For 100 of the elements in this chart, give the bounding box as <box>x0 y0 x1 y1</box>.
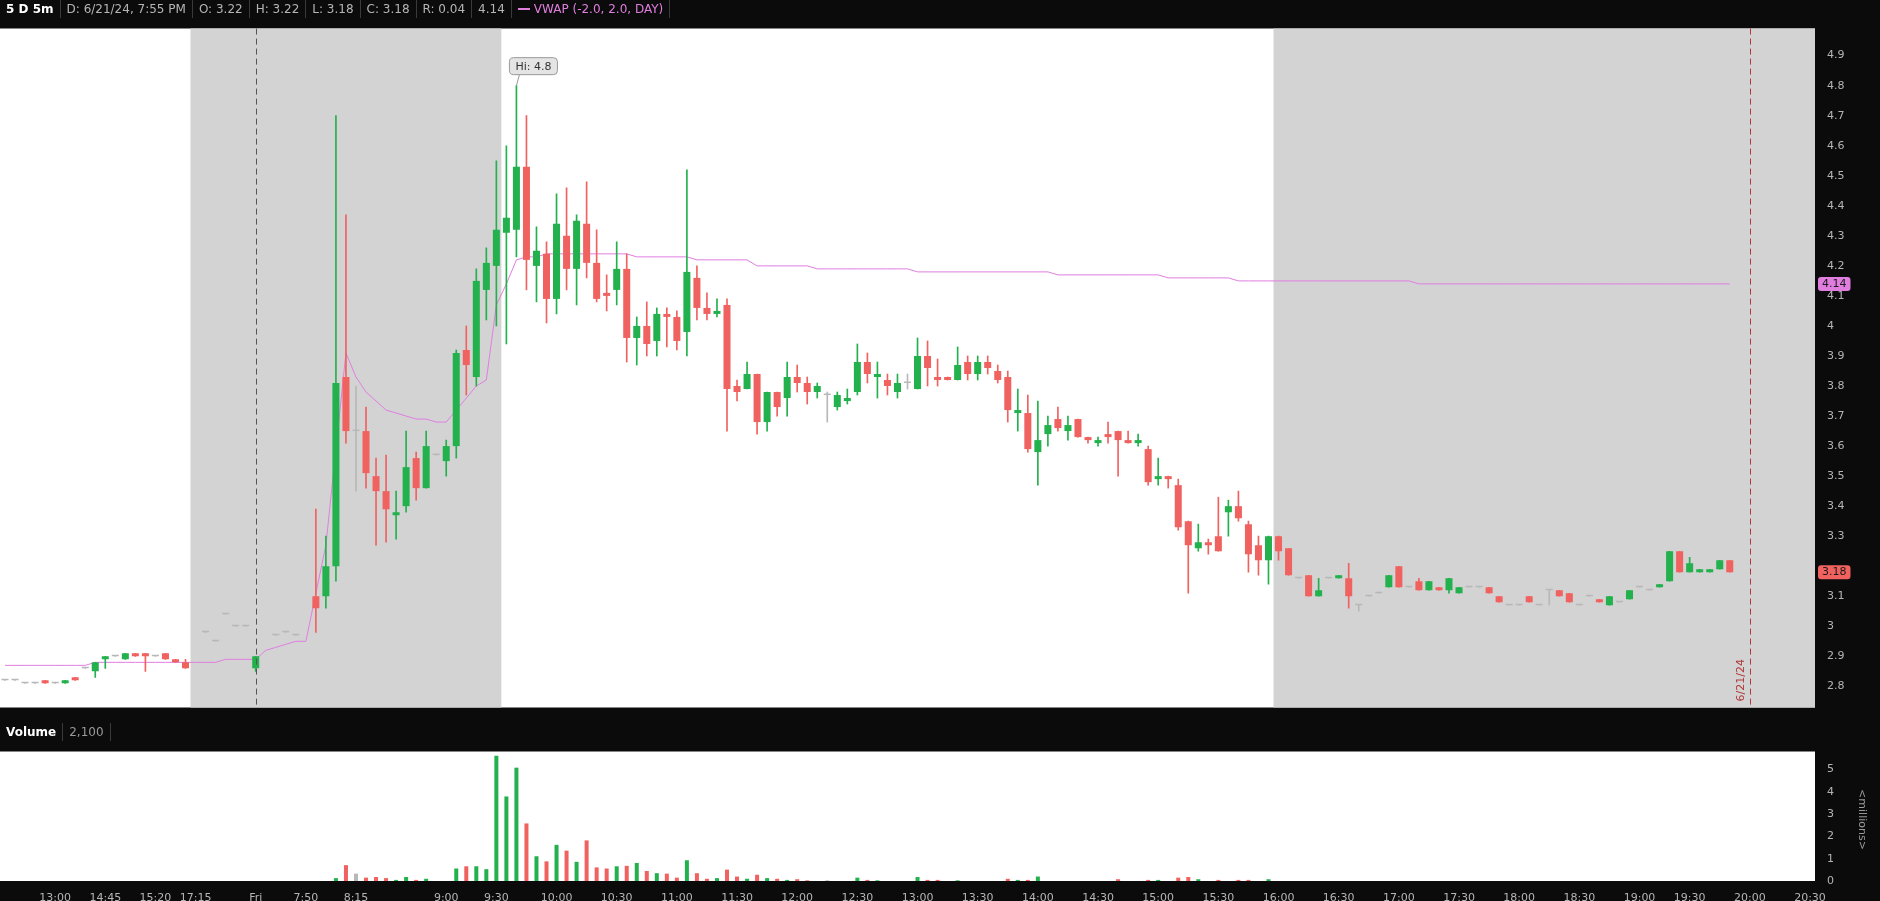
text: C: 3.18 <box>360 0 417 18</box>
candlestick <box>101 656 109 669</box>
x-tick-label: 13:00 <box>39 891 71 901</box>
bar <box>674 877 679 881</box>
y-tick-label: 2 <box>1827 829 1834 843</box>
candlestick <box>1114 430 1122 477</box>
text: O: 3.22 <box>192 0 250 18</box>
text: R: 0.04 <box>416 0 473 18</box>
x-tick-label: 12:30 <box>841 891 874 901</box>
bar <box>765 878 770 881</box>
bar <box>474 866 479 881</box>
candlestick <box>793 364 801 393</box>
x-tick-label: 7:50 <box>293 891 319 901</box>
bar <box>614 866 619 881</box>
text: L: 3.18 <box>306 0 361 18</box>
y-tick-label: 3.9 <box>1827 348 1845 362</box>
bar <box>574 861 579 881</box>
bar <box>524 823 529 881</box>
bar <box>755 874 760 881</box>
y-tick-label: 4.7 <box>1827 108 1845 122</box>
candlestick <box>392 490 400 540</box>
bar <box>404 876 409 881</box>
x-tick-label: 15:00 <box>1142 891 1175 901</box>
bar <box>1176 877 1181 881</box>
candlestick <box>372 457 380 546</box>
x-tick-label: 15:30 <box>1202 891 1235 901</box>
x-tick-label: 13:00 <box>901 891 934 901</box>
x-tick-label: 14:45 <box>89 891 122 901</box>
bar <box>544 861 549 881</box>
bar <box>364 877 369 881</box>
x-tick-label: 12:00 <box>781 891 814 901</box>
text: H: 3.22 <box>249 0 307 18</box>
bar <box>664 873 669 881</box>
y-tick-label: 3 <box>1827 806 1834 820</box>
y-axis-title: <millions> <box>1855 789 1869 850</box>
candlestick <box>703 292 711 321</box>
bar <box>454 868 459 881</box>
bar <box>684 860 689 881</box>
annotation: Hi: 4.8 <box>515 59 552 73</box>
candlestick <box>1204 538 1212 555</box>
x-tick-label: 16:00 <box>1262 891 1295 901</box>
y-tick-label: 2.8 <box>1827 679 1845 693</box>
candlestick <box>1154 457 1162 486</box>
x-tick-label: 18:30 <box>1563 891 1596 901</box>
y-tick-label: 0 <box>1827 873 1834 887</box>
bar <box>343 865 348 881</box>
y-tick-label: 4.1 <box>1827 288 1845 302</box>
candlestick <box>663 307 671 348</box>
x-tick-label: 10:00 <box>540 891 573 901</box>
x-tick-label: 20:30 <box>1794 891 1826 901</box>
bar <box>624 865 629 881</box>
x-tick-label: 20:00 <box>1733 891 1766 901</box>
bar <box>694 873 699 881</box>
y-tick-label: 4.5 <box>1827 168 1845 182</box>
candlestick <box>713 298 721 318</box>
y-tick-label: 3.1 <box>1827 589 1845 603</box>
chart-title: Volume <box>0 723 64 741</box>
candlestick <box>462 325 470 396</box>
chart-title: 5 D 5m <box>0 0 61 18</box>
bar <box>484 869 489 881</box>
y-tick-label: 3.4 <box>1827 499 1845 513</box>
bar <box>353 873 358 881</box>
x-tick-label: 11:30 <box>721 891 753 901</box>
candlestick <box>312 508 320 633</box>
y-tick-label: 3.7 <box>1827 408 1845 422</box>
y-tick-label: 4.3 <box>1827 228 1845 242</box>
bar <box>564 850 569 881</box>
annotation: 4.14 <box>1822 276 1847 290</box>
bar <box>374 876 379 881</box>
x-tick-label: 19:00 <box>1623 891 1656 901</box>
y-tick-label: 5 <box>1827 762 1834 776</box>
x-tick-label: 10:30 <box>600 891 633 901</box>
y-tick-label: 4 <box>1827 784 1834 798</box>
bar <box>855 877 860 881</box>
y-tick-label: 4.9 <box>1827 48 1845 62</box>
x-tick-label: 17:30 <box>1443 891 1475 901</box>
annotation: 3.18 <box>1822 565 1847 579</box>
y-tick-label: 4.2 <box>1827 258 1845 272</box>
y-tick-label: 4 <box>1827 318 1834 332</box>
bar <box>494 755 499 881</box>
candlestick <box>382 454 390 543</box>
bar <box>584 840 589 881</box>
bar <box>333 878 338 881</box>
candlestick <box>342 214 350 444</box>
bar <box>1186 876 1191 881</box>
legend-label: VWAP (-2.0, 2.0, DAY) <box>533 1 664 18</box>
bar <box>534 856 539 881</box>
x-tick-label: 15:20 <box>139 891 172 901</box>
y-tick-label: 2.9 <box>1827 649 1845 663</box>
x-tick-label: 17:00 <box>1383 891 1415 901</box>
candlestick <box>1034 400 1042 486</box>
y-tick-label: 3.5 <box>1827 468 1845 482</box>
bar <box>644 870 649 881</box>
text: 4.14 <box>472 0 512 18</box>
bar <box>714 878 719 881</box>
x-tick-label: 11:00 <box>661 891 693 901</box>
y-tick-label: 4.6 <box>1827 138 1845 152</box>
x-tick-label: 9:30 <box>484 891 509 901</box>
bar <box>384 878 389 881</box>
x-tick-label: 9:00 <box>433 891 459 901</box>
